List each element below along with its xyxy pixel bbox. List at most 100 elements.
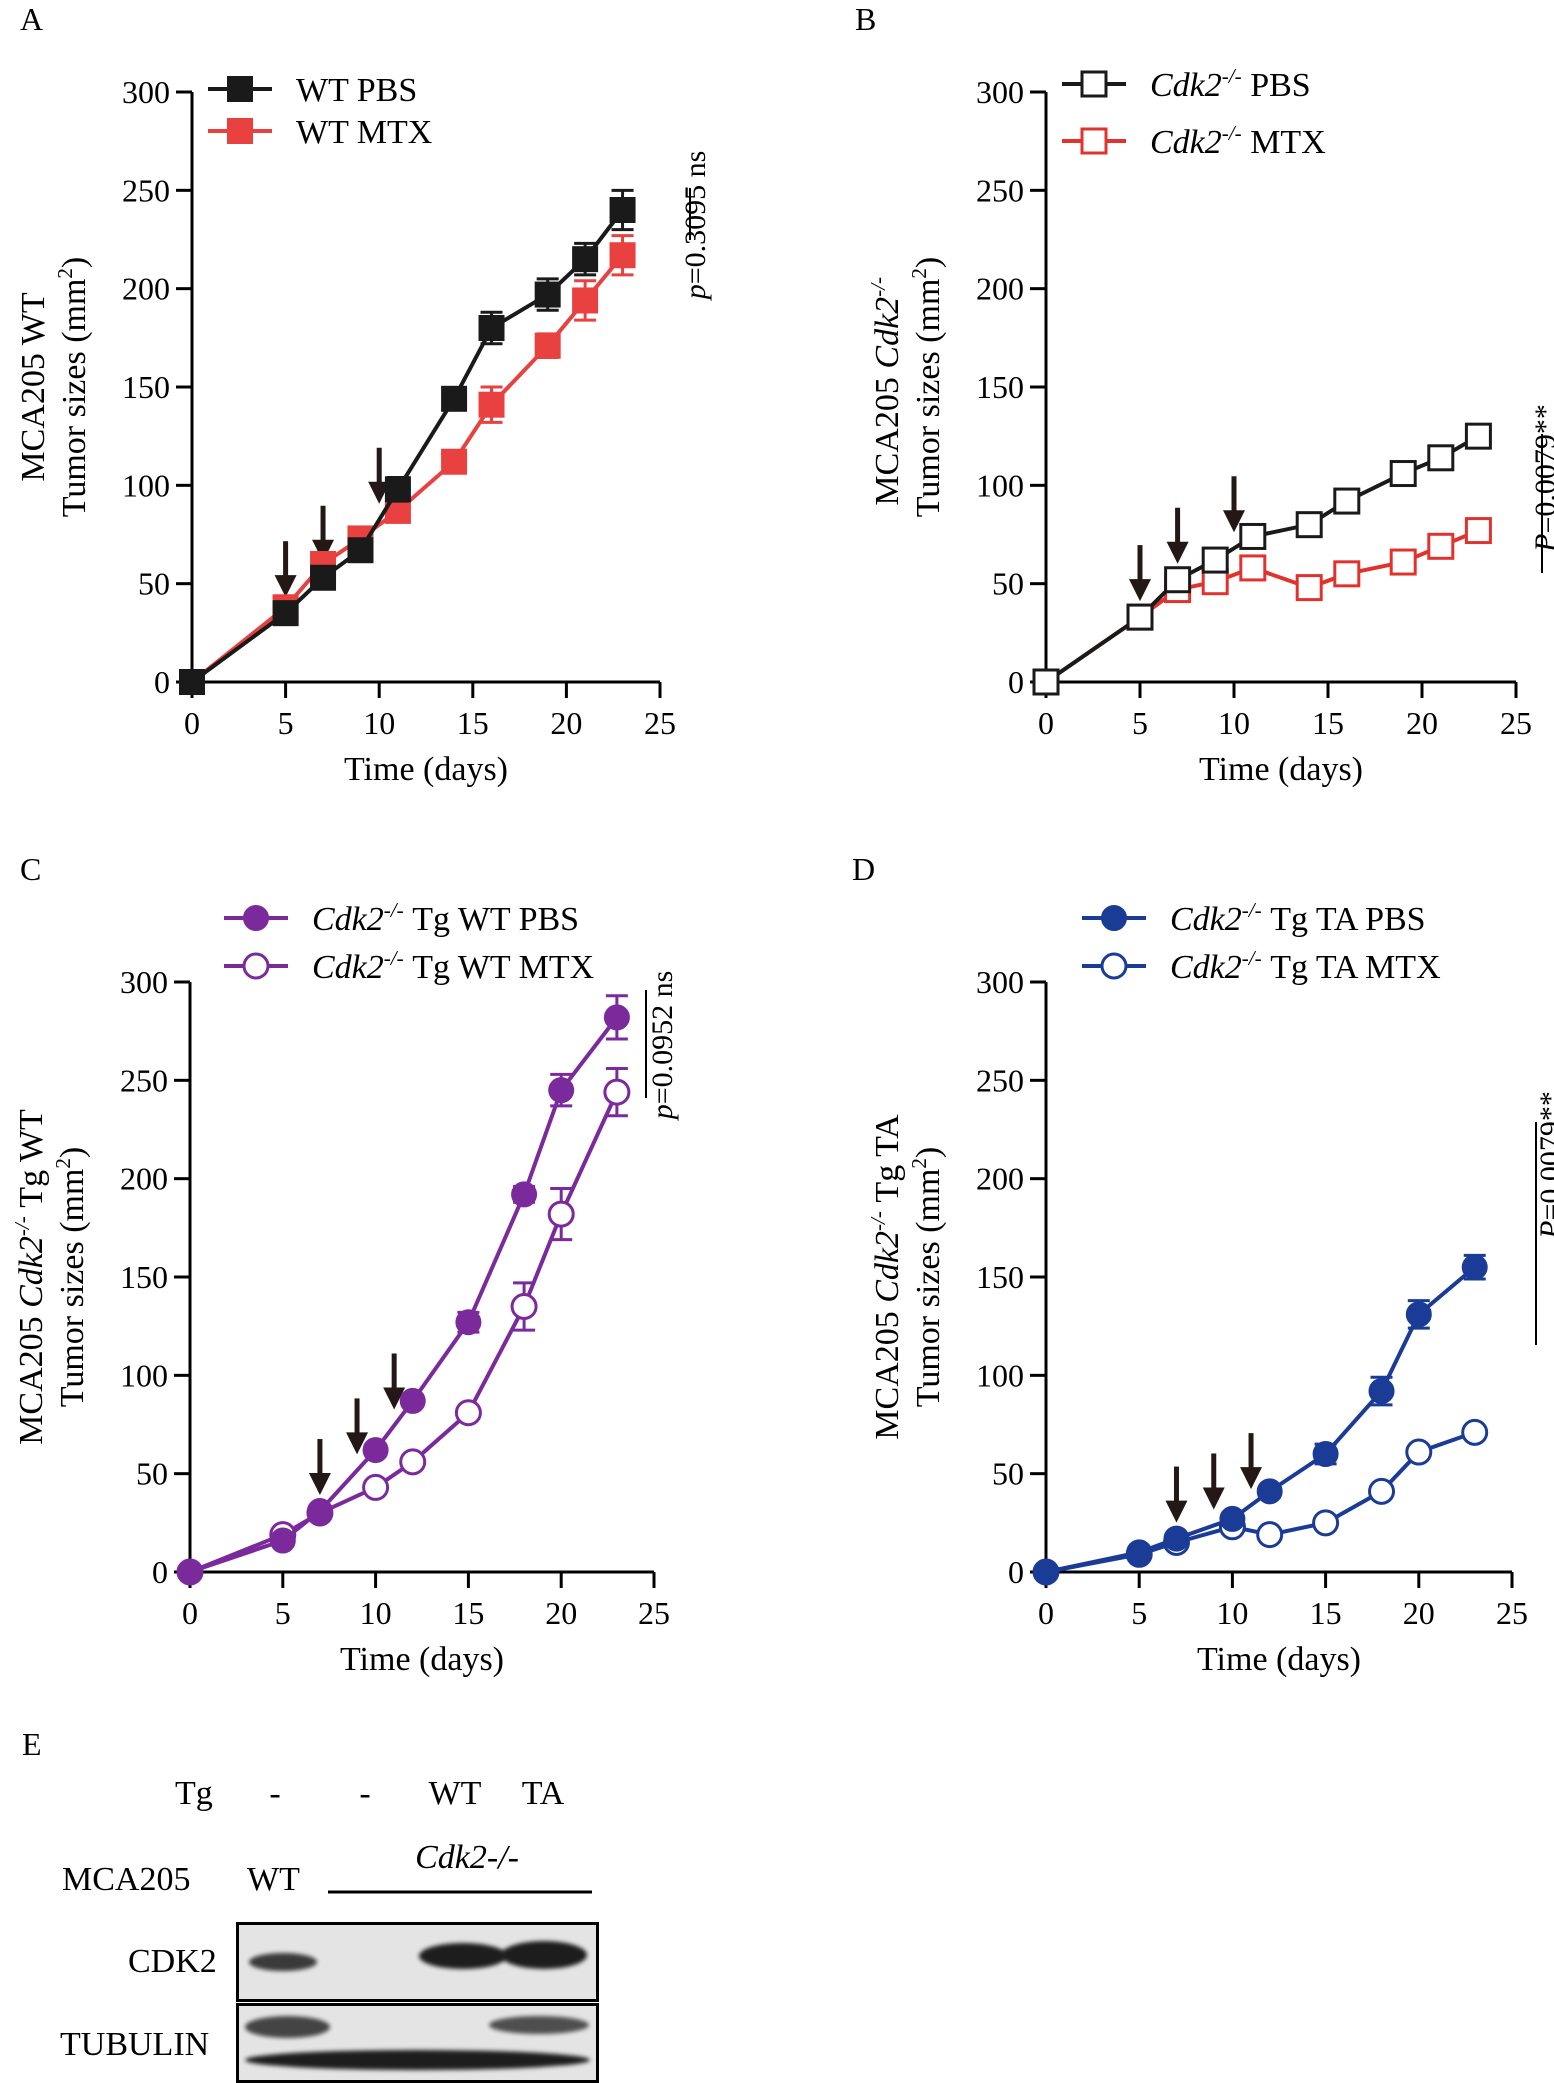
x-tick-label: 5 <box>278 705 294 741</box>
data-point <box>1163 1525 1190 1552</box>
x-tick-label: 20 <box>1403 1595 1435 1631</box>
label-text: Tg WT MTX <box>412 949 594 986</box>
cdk2-band-tg-wt <box>419 1943 507 1969</box>
spacer <box>404 949 413 986</box>
x-tick-label: 25 <box>1500 705 1532 741</box>
data-point <box>1295 511 1323 539</box>
legend-marker <box>227 118 253 144</box>
x-axis-title: Time (days) <box>340 1641 504 1678</box>
data-point <box>609 197 636 223</box>
y-tick-label: 100 <box>976 467 1024 503</box>
label-text: WT MTX <box>296 114 432 151</box>
series-line <box>189 1016 619 1574</box>
treatment-arrow-head <box>368 481 391 504</box>
data-point <box>478 315 505 341</box>
gene-name: Cdk2 <box>312 949 384 986</box>
y-tick-label: 100 <box>976 1357 1024 1393</box>
data-point <box>441 448 468 475</box>
label-text: ) <box>54 1147 91 1158</box>
x-tick-label: 20 <box>550 705 582 741</box>
p-symbol: P <box>1534 1221 1554 1240</box>
p-value: =0.0079** <box>1534 1091 1554 1220</box>
cdk2-blot-strip <box>236 1922 599 2002</box>
treatment-arrow-head <box>274 575 297 598</box>
y-axis-title-line2: Tumor sizes (mm2) <box>53 257 93 517</box>
y-tick-label: 300 <box>976 964 1024 1000</box>
blot-tg-value: TA <box>522 1775 565 1812</box>
panel-b-chart: B 0 50 100 150 200 250 300 0 5 10 15 20 25 Time (days)… <box>855 1 1554 788</box>
data-point <box>548 1077 575 1104</box>
y-tick-label: 200 <box>120 1161 168 1197</box>
gene-name: Cdk2 <box>1150 124 1222 161</box>
y-tick-label: 50 <box>138 566 170 602</box>
p-value: =0.0079** <box>1529 404 1554 533</box>
x-tick-label: 10 <box>1218 705 1250 741</box>
panel-d-chart: D 0 50 100 150 200 250 300 0 5 10 15 20 25 Time (days)… <box>852 851 1554 1678</box>
data-point <box>1389 548 1417 576</box>
data-point <box>1239 522 1267 550</box>
significance-label: P=0.0079** <box>1534 1091 1554 1240</box>
treatment-arrow-head <box>1223 510 1245 533</box>
x-tick-label: 10 <box>363 705 395 741</box>
legend-marker <box>1100 952 1128 980</box>
label-text: ) <box>56 257 93 268</box>
y-tick-label: 300 <box>976 74 1024 110</box>
data-point <box>384 476 411 503</box>
data-point <box>1201 568 1229 596</box>
series-line <box>189 1091 619 1574</box>
significance-label: p=0.3095 ns <box>679 151 712 302</box>
y-axis-title-line2: Tumor sizes (mm2) <box>907 257 947 517</box>
panel-c-chart: C 0 50 100 150 200 250 300 0 5 10 15 20 25 Time (days)… <box>10 851 679 1678</box>
y-tick-label: 150 <box>120 1259 168 1295</box>
tubulin-blot-strip <box>236 2003 599 2083</box>
data-series <box>177 994 630 1585</box>
data-point <box>1461 1418 1489 1446</box>
legend-label: Cdk2-/- Tg TA PBS <box>1170 898 1426 938</box>
y-tick-label: 0 <box>152 1554 168 1590</box>
panel-letter: B <box>855 1 876 37</box>
blot-tg-value: WT <box>429 1775 482 1812</box>
treatment-arrow-head <box>312 539 335 562</box>
label-text: ) <box>910 1147 947 1158</box>
legend-marker <box>243 905 269 931</box>
panel-letter: C <box>20 851 41 887</box>
data-point <box>1201 546 1229 574</box>
data-point <box>347 537 374 564</box>
legend-marker <box>1080 70 1108 98</box>
label-text: MCA205 WT <box>15 292 52 481</box>
legend-label: Cdk2-/- Tg WT MTX <box>312 946 594 986</box>
y-axis-title-line1: MCA205 Cdk2-/- Tg TA <box>866 1114 906 1440</box>
blot-cdk2-group-label: Cdk2-/- <box>415 1839 519 1876</box>
genotype-superscript: -/- <box>10 1216 34 1236</box>
data-point <box>177 1559 203 1585</box>
cdk2-band-wt <box>249 1953 317 1971</box>
label-text: Tumor sizes (mm <box>910 279 947 518</box>
data-series <box>176 1067 631 1586</box>
label-text: Tg TA <box>869 1114 906 1203</box>
gene-name: Cdk2 <box>13 1236 50 1308</box>
data-point <box>399 1448 427 1476</box>
panel-letter: A <box>20 1 43 37</box>
legend-label: Cdk2-/- Tg WT PBS <box>312 898 579 938</box>
label-text: PBS <box>1250 67 1311 104</box>
data-point <box>534 281 561 308</box>
x-axis-title: Time (days) <box>1197 1641 1361 1678</box>
treatment-arrow-head <box>1129 579 1151 602</box>
unit-superscript: 2 <box>907 268 931 279</box>
data-series <box>1033 1253 1488 1585</box>
data-point <box>547 1200 575 1228</box>
significance-label: P=0.0079** <box>1529 404 1554 553</box>
label-text: Tumor sizes (mm <box>56 279 93 518</box>
data-point <box>1295 574 1323 602</box>
label-text: Tg TA MTX <box>1270 949 1440 986</box>
y-tick-label: 50 <box>136 1456 168 1492</box>
y-tick-label: 150 <box>122 369 170 405</box>
unit-superscript: 2 <box>51 1158 75 1169</box>
label-text: MTX <box>1250 124 1326 161</box>
label-text: MCA205 <box>869 1303 906 1440</box>
x-tick-label: 5 <box>275 1595 291 1631</box>
legend-marker <box>1080 127 1108 155</box>
data-point <box>609 242 636 269</box>
spacer <box>1242 67 1251 104</box>
data-point <box>1256 1521 1284 1549</box>
